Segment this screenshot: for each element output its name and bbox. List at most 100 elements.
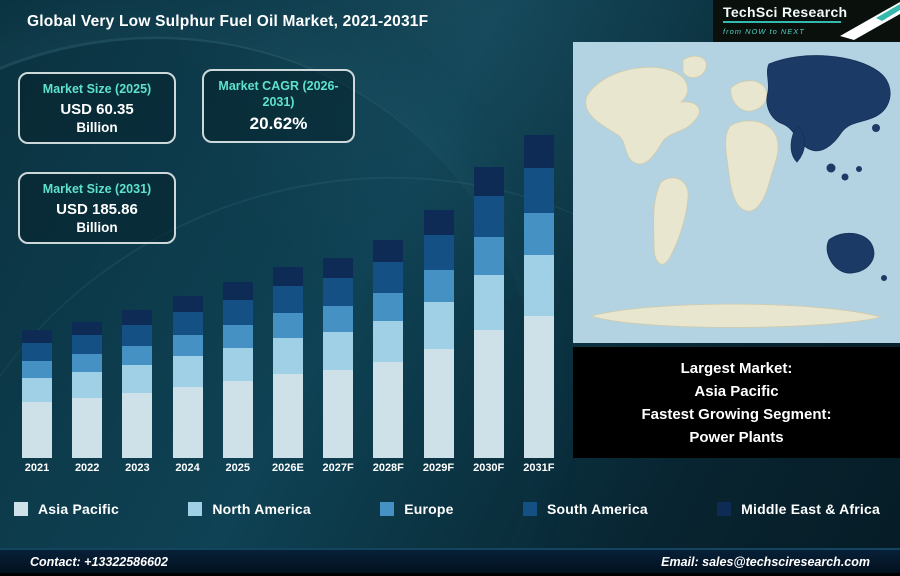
market-size-2025-card: Market Size (2025) USD 60.35 Billion bbox=[18, 72, 176, 144]
bar-segment bbox=[72, 354, 103, 372]
bar-segment bbox=[423, 210, 454, 235]
x-axis-label: 2026E bbox=[272, 462, 304, 474]
legend-label: Europe bbox=[404, 501, 454, 517]
card-label: Market CAGR (2026-2031) bbox=[218, 79, 339, 109]
bar-column bbox=[215, 115, 261, 458]
bar-column bbox=[265, 115, 311, 458]
map-india-highlight bbox=[790, 125, 806, 163]
logo-tagline: from NOW to NEXT bbox=[723, 27, 805, 36]
bar-segment bbox=[172, 335, 203, 356]
map-africa bbox=[725, 120, 779, 212]
bar-segment bbox=[272, 313, 303, 338]
bar-segment bbox=[473, 237, 504, 275]
bar-segment bbox=[72, 372, 103, 398]
bar-segment bbox=[72, 335, 103, 354]
bar-segment bbox=[272, 338, 303, 374]
bar-segment bbox=[473, 275, 504, 330]
legend-label: Middle East & Africa bbox=[741, 501, 880, 517]
bar-segment bbox=[423, 349, 454, 458]
bar-column bbox=[64, 115, 110, 458]
stacked-bar-2022 bbox=[72, 322, 103, 458]
bar-segment bbox=[373, 240, 404, 262]
legend-swatch-icon bbox=[14, 502, 28, 516]
footer-bar: Contact: +13322586602 Email: sales@techs… bbox=[0, 548, 900, 576]
bar-segment bbox=[122, 365, 153, 393]
bar-segment bbox=[373, 321, 404, 362]
x-axis-label: 2024 bbox=[175, 462, 200, 474]
map-antarctica bbox=[589, 303, 883, 328]
stacked-bar-2024 bbox=[172, 296, 203, 458]
bar-segment bbox=[222, 300, 253, 325]
map-europe bbox=[730, 80, 768, 112]
x-axis-label: 2027F bbox=[322, 462, 354, 474]
logo-brand: TechSci Research bbox=[723, 4, 848, 20]
bar-column bbox=[14, 115, 60, 458]
bar-segment bbox=[222, 282, 253, 300]
stacked-bar-2026E bbox=[272, 267, 303, 458]
bar-segment bbox=[323, 278, 354, 306]
stacked-bar-2028F bbox=[373, 240, 404, 458]
card-label: Market Size (2031) bbox=[42, 182, 152, 196]
x-axis-label: 2031F bbox=[523, 462, 555, 474]
legend-item: Asia Pacific bbox=[14, 501, 119, 517]
market-cagr-card: Market CAGR (2026-2031) 20.62% bbox=[202, 69, 355, 143]
bar-segment bbox=[473, 196, 504, 237]
bar-segment bbox=[122, 393, 153, 458]
bar-segment bbox=[222, 381, 253, 458]
world-map-svg bbox=[573, 42, 900, 343]
legend-label: North America bbox=[212, 501, 311, 517]
legend-swatch-icon bbox=[188, 502, 203, 516]
x-axis-label: 2023 bbox=[125, 462, 150, 474]
bar-segment bbox=[523, 255, 554, 316]
bar-segment bbox=[22, 361, 52, 378]
chart-legend: Asia Pacific North America Europe South Ame… bbox=[14, 501, 880, 517]
card-value: USD 185.86 bbox=[56, 201, 138, 218]
footer-email: Email: sales@techsciresearch.com bbox=[661, 554, 870, 569]
legend-swatch-icon bbox=[522, 502, 537, 516]
bar-segment bbox=[373, 293, 404, 321]
bar-segment bbox=[523, 168, 554, 213]
bar-segment bbox=[473, 167, 504, 196]
map-australia-highlight bbox=[826, 232, 875, 274]
bar-segment bbox=[72, 398, 103, 458]
bar-segment bbox=[323, 332, 354, 370]
map-greenland bbox=[682, 55, 707, 78]
bar-segment bbox=[222, 348, 253, 381]
bar-segment bbox=[373, 262, 404, 293]
bar-segment bbox=[272, 374, 303, 458]
bar-segment bbox=[122, 346, 153, 365]
logo-arrow-icon bbox=[840, 2, 900, 40]
bar-segment bbox=[323, 258, 354, 278]
legend-label: South America bbox=[546, 501, 648, 517]
bar-column bbox=[466, 115, 512, 458]
bar-column bbox=[165, 115, 211, 458]
largest-market-value: Asia Pacific bbox=[694, 382, 779, 400]
bar-segment bbox=[122, 310, 153, 325]
bar-segment bbox=[423, 270, 454, 302]
logo-text: TechSci Research from NOW to NEXT bbox=[723, 5, 847, 39]
x-axis-label: 2029F bbox=[422, 462, 455, 474]
stacked-bar-2021 bbox=[22, 330, 52, 458]
bar-segment bbox=[423, 302, 454, 349]
bar-column bbox=[516, 115, 562, 458]
map-island bbox=[826, 163, 836, 173]
bar-segment bbox=[72, 322, 103, 335]
legend-label: Asia Pacific bbox=[38, 501, 119, 517]
stacked-bar-2027F bbox=[323, 258, 354, 458]
page-title: Global Very Low Sulphur Fuel Oil Market,… bbox=[27, 13, 429, 30]
fastest-segment-label: Fastest Growing Segment: bbox=[641, 405, 832, 423]
legend-swatch-icon bbox=[717, 502, 732, 516]
bar-segment bbox=[222, 325, 253, 348]
legend-item: North America bbox=[188, 501, 311, 517]
legend-item: Middle East & Africa bbox=[717, 501, 880, 517]
map-south-america bbox=[653, 177, 689, 265]
bar-segment bbox=[523, 213, 554, 255]
bar-plot bbox=[14, 115, 562, 458]
bar-segment bbox=[272, 267, 303, 286]
bar-segment bbox=[473, 330, 504, 458]
stacked-bar-2031F bbox=[523, 135, 554, 458]
legend-swatch-icon bbox=[380, 502, 395, 516]
bar-segment bbox=[523, 316, 554, 458]
x-axis-label: 2025 bbox=[225, 462, 250, 474]
